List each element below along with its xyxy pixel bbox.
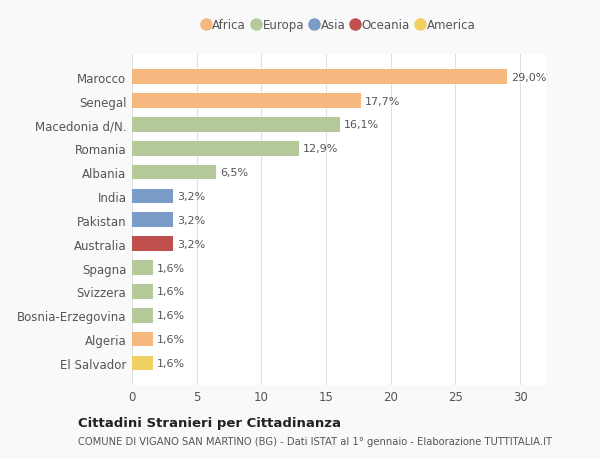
- Bar: [132, 165, 216, 180]
- Text: 17,7%: 17,7%: [365, 96, 400, 106]
- Text: Cittadini Stranieri per Cittadinanza: Cittadini Stranieri per Cittadinanza: [78, 416, 341, 429]
- Text: 1,6%: 1,6%: [157, 358, 185, 368]
- Bar: [132, 70, 507, 85]
- Text: 1,6%: 1,6%: [157, 334, 185, 344]
- Bar: [132, 356, 152, 370]
- Bar: [132, 332, 152, 347]
- Text: 29,0%: 29,0%: [511, 73, 547, 83]
- Bar: [132, 189, 173, 204]
- Text: 3,2%: 3,2%: [177, 191, 206, 202]
- Text: 3,2%: 3,2%: [177, 239, 206, 249]
- Bar: [132, 118, 340, 133]
- Text: COMUNE DI VIGANO SAN MARTINO (BG) - Dati ISTAT al 1° gennaio - Elaborazione TUTT: COMUNE DI VIGANO SAN MARTINO (BG) - Dati…: [78, 436, 552, 446]
- Bar: [132, 141, 299, 156]
- Bar: [132, 237, 173, 252]
- Bar: [132, 285, 152, 299]
- Bar: [132, 261, 152, 275]
- Text: 12,9%: 12,9%: [303, 144, 338, 154]
- Text: 16,1%: 16,1%: [344, 120, 379, 130]
- Text: 1,6%: 1,6%: [157, 311, 185, 320]
- Bar: [132, 94, 361, 109]
- Bar: [132, 213, 173, 228]
- Legend: Africa, Europa, Asia, Oceania, America: Africa, Europa, Asia, Oceania, America: [198, 15, 480, 37]
- Text: 1,6%: 1,6%: [157, 287, 185, 297]
- Text: 3,2%: 3,2%: [177, 215, 206, 225]
- Text: 6,5%: 6,5%: [220, 168, 248, 178]
- Text: 1,6%: 1,6%: [157, 263, 185, 273]
- Bar: [132, 308, 152, 323]
